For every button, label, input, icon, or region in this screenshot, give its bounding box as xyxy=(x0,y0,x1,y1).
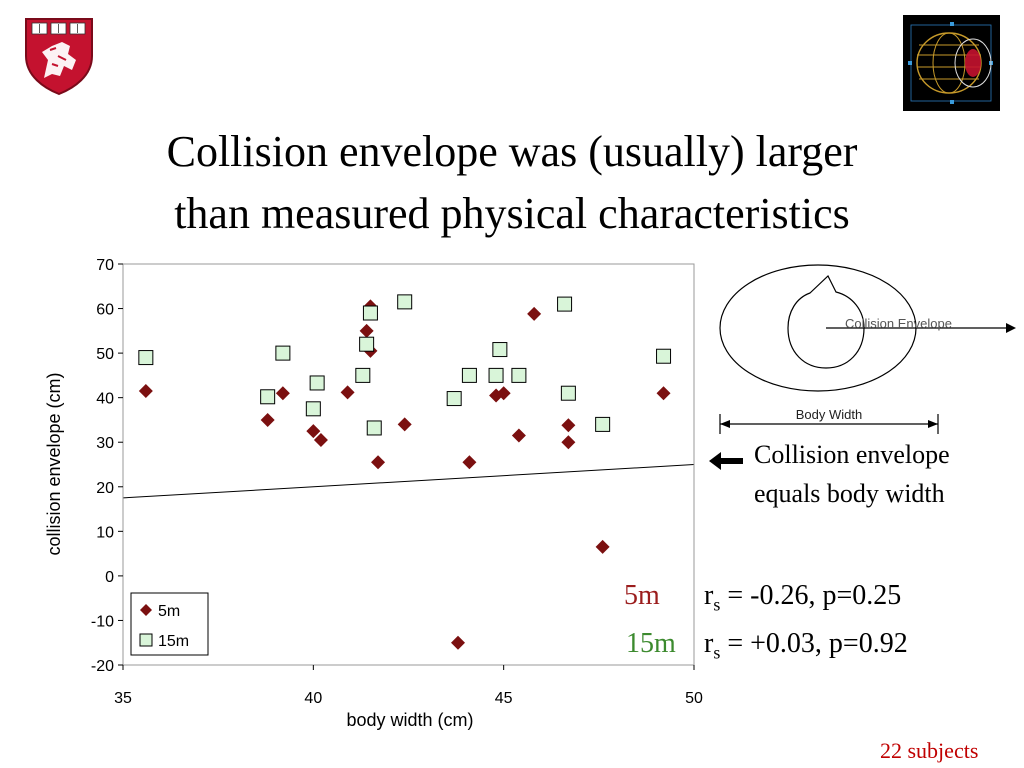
envelope-diagram: Collision Envelope Body Width xyxy=(719,264,1016,434)
annotation-line1: Collision envelope xyxy=(754,440,950,469)
plot-area xyxy=(122,263,695,666)
y-tick-label: 40 xyxy=(96,391,114,408)
data-point-5m xyxy=(397,417,412,432)
width-label: Body Width xyxy=(796,407,862,422)
data-point-5m xyxy=(138,383,153,398)
data-point-5m xyxy=(260,412,275,427)
data-point-5m xyxy=(496,386,511,401)
y-tick-label: -10 xyxy=(91,613,114,630)
left-arrow-icon xyxy=(709,452,743,470)
collision-envelope-globe-icon xyxy=(903,15,1000,111)
data-point-15m xyxy=(446,391,462,407)
data-point-5m xyxy=(595,539,610,554)
legend-15m-label: 15m xyxy=(158,633,189,650)
data-point-15m xyxy=(595,416,611,432)
data-point-5m xyxy=(371,455,386,470)
x-tick-label: 40 xyxy=(304,690,322,707)
data-point-15m xyxy=(355,367,371,383)
data-points xyxy=(138,294,672,650)
data-point-15m xyxy=(366,420,382,436)
data-point-15m xyxy=(309,375,325,391)
stat-15m-value: = +0.03, p=0.92 xyxy=(720,628,908,659)
data-point-5m xyxy=(656,386,671,401)
data-point-15m xyxy=(397,294,413,310)
data-point-15m xyxy=(488,367,504,383)
subjects-count: 22 subjects xyxy=(880,738,979,763)
data-point-15m xyxy=(557,296,573,312)
width-right-arrowhead-icon xyxy=(928,420,938,428)
body-outline xyxy=(787,275,865,369)
data-point-15m xyxy=(492,342,508,358)
y-tick-label: -20 xyxy=(91,658,114,675)
legend: 5m 15m xyxy=(130,592,209,656)
axes: -20 -10 0 10 20 30 40 50 60 70 35 40 45 50 xyxy=(91,257,703,707)
annotation-line2: equals body width xyxy=(754,479,945,508)
data-point-5m xyxy=(527,306,542,321)
stat-symbol: r xyxy=(704,580,714,611)
y-tick-label: 10 xyxy=(96,524,114,541)
stat-15m: rs = +0.03, p=0.92 xyxy=(704,628,908,664)
legend-15m-marker xyxy=(139,633,153,647)
x-tick-label: 50 xyxy=(685,690,703,707)
data-point-15m xyxy=(138,350,154,366)
data-point-15m xyxy=(359,336,375,352)
data-point-5m xyxy=(462,455,477,470)
data-point-5m xyxy=(359,323,374,338)
y-tick-label: 60 xyxy=(96,302,114,319)
y-tick-label: 30 xyxy=(96,435,114,452)
data-point-15m xyxy=(511,367,527,383)
y-tick-label: 50 xyxy=(96,346,114,363)
slide-title-line2: than measured physical characteristics xyxy=(174,189,850,238)
legend-5m-marker xyxy=(140,604,152,616)
data-point-15m xyxy=(560,385,576,401)
legend-box xyxy=(130,592,209,656)
x-tick-label: 45 xyxy=(495,690,513,707)
slide-title-line1: Collision envelope was (usually) larger xyxy=(166,127,858,176)
envelope-arrowhead-icon xyxy=(1006,323,1016,333)
y-axis-label: collision envelope (cm) xyxy=(44,372,64,555)
data-point-5m xyxy=(561,435,576,450)
stat-symbol: r xyxy=(704,628,714,659)
data-point-15m xyxy=(362,305,378,321)
stat-5m-value: = -0.26, p=0.25 xyxy=(720,580,902,611)
stat-series-15m-label: 15m xyxy=(626,628,676,659)
data-point-15m xyxy=(275,345,291,361)
data-point-5m xyxy=(313,432,328,447)
y-tick-label: 70 xyxy=(96,257,114,274)
legend-5m-label: 5m xyxy=(158,603,180,620)
reference-line-group xyxy=(122,464,695,499)
harvard-crest-logo xyxy=(25,18,93,96)
data-point-5m xyxy=(275,386,290,401)
data-point-5m xyxy=(450,635,465,650)
data-point-15m xyxy=(305,401,321,417)
data-point-5m xyxy=(511,428,526,443)
data-point-15m xyxy=(260,389,276,405)
data-point-5m xyxy=(561,418,576,433)
y-tick-label: 20 xyxy=(96,480,114,497)
stat-5m: rs = -0.26, p=0.25 xyxy=(704,580,901,616)
data-point-15m xyxy=(461,367,477,383)
scatter-chart: -20 -10 0 10 20 30 40 50 60 70 35 40 45 50 body width… xyxy=(44,257,703,730)
x-axis-label: body width (cm) xyxy=(346,710,473,730)
y-tick-label: 0 xyxy=(105,569,114,586)
stat-subscript: s xyxy=(713,594,721,615)
width-left-arrowhead-icon xyxy=(720,420,730,428)
stat-subscript: s xyxy=(713,642,721,663)
data-point-5m xyxy=(306,424,321,439)
stat-series-5m-label: 5m xyxy=(624,580,660,611)
data-point-15m xyxy=(656,348,672,364)
reference-line xyxy=(122,464,695,499)
data-point-5m xyxy=(340,385,355,400)
envelope-label: Collision Envelope xyxy=(845,316,952,331)
x-tick-label: 35 xyxy=(114,690,132,707)
